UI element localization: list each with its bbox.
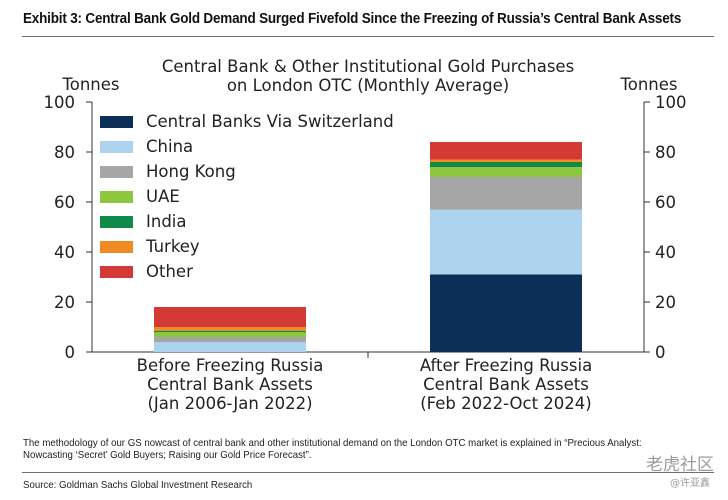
- bar-segment-india: [154, 330, 306, 332]
- legend-label: UAE: [146, 187, 180, 206]
- legend-label: China: [146, 137, 193, 156]
- y-axis-label-left: Tonnes: [61, 75, 119, 94]
- y-tick-label-right: 0: [655, 343, 666, 362]
- bar-segment-other: [430, 142, 582, 160]
- footer-divider: [22, 472, 714, 473]
- legend-label: Hong Kong: [146, 162, 236, 181]
- y-tick-label-right: 20: [655, 293, 676, 312]
- x-category-label: Central Bank Assets: [423, 375, 589, 394]
- y-tick-label-left: 60: [54, 193, 75, 212]
- footnote: The methodology of our GS nowcast of cen…: [23, 437, 642, 461]
- bar-segment-india: [430, 162, 582, 167]
- bar-segment-turkey: [430, 159, 582, 162]
- bar-segment-uae: [430, 167, 582, 177]
- y-tick-label-right: 100: [655, 93, 687, 112]
- y-tick-label-left: 0: [65, 343, 76, 362]
- y-tick-label-left: 100: [44, 93, 76, 112]
- y-tick-label-left: 80: [54, 143, 75, 162]
- bar-segment-china: [430, 209, 582, 275]
- watermark-handle: @许亚鑫: [670, 478, 710, 489]
- legend-swatch: [100, 216, 133, 228]
- x-category-label: Before Freezing Russia: [137, 356, 324, 375]
- legend-swatch: [100, 266, 133, 278]
- legend-label: Turkey: [145, 237, 200, 256]
- legend-label: India: [146, 212, 187, 231]
- x-category-label: After Freezing Russia: [420, 356, 592, 375]
- y-tick-label-left: 40: [54, 243, 75, 262]
- y-tick-label-right: 80: [655, 143, 676, 162]
- exhibit-title: Exhibit 3: Central Bank Gold Demand Surg…: [23, 11, 682, 27]
- bar-segment-central-banks-via-switzerland: [430, 274, 582, 352]
- chart-title-line-1: Central Bank & Other Institutional Gold …: [162, 57, 574, 76]
- x-category-label: (Feb 2022-Oct 2024): [420, 394, 592, 413]
- bar-segment-uae: [154, 332, 306, 337]
- bar-segment-other: [154, 307, 306, 327]
- legend-swatch: [100, 166, 133, 178]
- title-divider: [22, 36, 714, 37]
- watermark-logo: 老虎社区: [646, 455, 714, 475]
- y-tick-label-right: 60: [655, 193, 676, 212]
- legend-label: Central Banks Via Switzerland: [146, 112, 394, 131]
- bar-segment-china: [154, 342, 306, 352]
- x-category-label: Central Bank Assets: [147, 375, 313, 394]
- legend-swatch: [100, 116, 133, 128]
- legend: Central Banks Via Switzerland China Hong K…: [100, 112, 394, 281]
- legend-swatch: [100, 191, 133, 203]
- bar-segment-turkey: [154, 327, 306, 331]
- y-tick-label-left: 20: [54, 293, 75, 312]
- bars: [154, 142, 582, 352]
- source-note: Source: Goldman Sachs Global Investment …: [23, 479, 253, 491]
- axes: 0 0 20 20 40 40 60 60 80 80 100 100: [44, 93, 687, 362]
- stacked-bar-chart: Central Bank & Other Institutional Gold …: [44, 57, 687, 413]
- legend-label: Other: [146, 262, 193, 281]
- bar-segment-hong-kong: [154, 337, 306, 342]
- chart-title-line-2: on London OTC (Monthly Average): [227, 76, 509, 95]
- y-axis-label-right: Tonnes: [619, 75, 677, 94]
- y-tick-label-right: 40: [655, 243, 676, 262]
- legend-swatch: [100, 241, 133, 253]
- bar-segment-hong-kong: [430, 177, 582, 210]
- legend-swatch: [100, 141, 133, 153]
- x-category-label: (Jan 2006-Jan 2022): [147, 394, 312, 413]
